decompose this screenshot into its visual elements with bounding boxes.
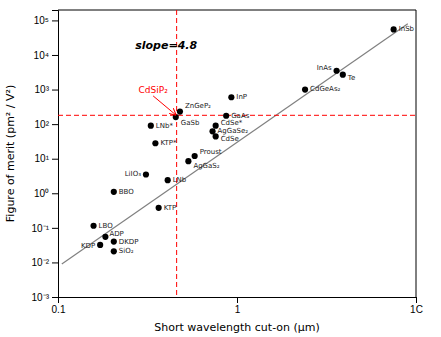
data-point — [185, 158, 191, 164]
data-point — [340, 72, 346, 78]
data-point — [302, 86, 308, 92]
y-tick-mark — [52, 262, 58, 263]
point-label: KTP* — [160, 139, 177, 147]
plot-frame — [58, 10, 416, 297]
x-tick-label: 1 — [235, 304, 241, 315]
y-tick: 10⁵ — [34, 15, 58, 26]
chart-container: 0.1 1 1C 10⁻³ 10⁻² 10⁻¹ 10⁰ 10¹ 10² 10³ 10⁴ 10⁵ InSb… — [0, 0, 441, 337]
y-axis-title: Figure of merit (pm² / V²) — [4, 85, 17, 222]
y-tick-mark — [52, 20, 58, 21]
y-tick-label: 10⁻¹ — [32, 223, 50, 234]
y-axis-line — [52, 11, 59, 298]
annotation-text: slope=4.8 — [135, 39, 197, 52]
point-label: AgGaS₂ — [193, 162, 219, 170]
point-label: SiO₂ — [119, 247, 134, 255]
y-tick-mark — [52, 193, 58, 194]
x-tick-label: 1C — [410, 304, 423, 315]
y-tick: 10⁻¹ — [32, 223, 58, 234]
data-point — [90, 223, 96, 229]
point-label: CdGeAs₂ — [310, 85, 340, 93]
y-tick-label: 10³ — [35, 84, 50, 95]
chart-svg: 0.1 1 1C 10⁻³ 10⁻² 10⁻¹ 10⁰ 10¹ 10² 10³ 10⁴ 10⁵ InSb… — [0, 0, 441, 337]
y-tick-label: 10⁵ — [34, 15, 49, 26]
data-point — [228, 94, 234, 100]
y-tick: 10³ — [35, 84, 58, 95]
y-tick: 10⁰ — [34, 188, 58, 199]
point-label: InSb — [399, 25, 415, 33]
y-tick-mark — [52, 90, 58, 91]
point-label: LNb* — [156, 122, 174, 130]
x-axis: 0.1 1 1C — [52, 297, 423, 315]
x-axis-line — [59, 298, 417, 304]
annotation-text: CdSiP₂ — [139, 85, 169, 95]
data-point — [111, 189, 117, 195]
marks — [58, 10, 416, 297]
point-label: KDP — [81, 242, 95, 250]
data-point — [111, 248, 117, 254]
data-point — [97, 242, 103, 248]
trend-line — [62, 24, 408, 264]
data-point — [192, 153, 198, 159]
data-point — [111, 239, 117, 245]
x-tick: 1 — [235, 297, 241, 315]
y-tick-label: 10⁻² — [32, 257, 50, 268]
plot-area: 0.1 1 1C 10⁻³ 10⁻² 10⁻¹ 10⁰ 10¹ 10² 10³ 10⁴ 10⁵ InSb… — [32, 10, 423, 315]
y-tick: 10⁻² — [32, 257, 58, 268]
y-tick-mark — [52, 159, 58, 160]
data-point — [333, 68, 339, 74]
data-point — [143, 171, 149, 177]
point-label: LiIO₃ — [125, 170, 141, 178]
frame-top — [58, 10, 416, 11]
data-point — [391, 26, 397, 32]
point-label: AgGaSe₂ — [218, 127, 249, 135]
point-label: Proust — [200, 148, 222, 156]
point-label: ZnGeP₂ — [185, 102, 211, 110]
x-axis-title: Short wavelength cut-on (μm) — [154, 321, 320, 334]
x-tick-mark — [416, 297, 417, 303]
y-tick: 10¹ — [35, 153, 58, 164]
point-label: InP — [236, 93, 247, 101]
point-label: DKDP — [119, 238, 139, 246]
point-label: BBO — [119, 188, 134, 196]
data-point — [102, 234, 108, 240]
data-point — [165, 177, 171, 183]
point-label: CdSe* — [221, 119, 243, 127]
y-tick-mark — [52, 124, 58, 125]
annotations: InSbInAsTeCdGeAs₂InPZnGeP₂GaSbGaAsLNb*Cd… — [81, 25, 415, 255]
data-point — [152, 140, 158, 146]
data-point — [156, 205, 162, 211]
annotation-arrow — [153, 96, 176, 115]
data-point — [209, 128, 215, 134]
x-tick: 0.1 — [52, 297, 66, 315]
y-tick-label: 10⁰ — [34, 188, 49, 199]
y-tick-label: 10⁴ — [34, 50, 49, 61]
point-label: LNb — [173, 176, 187, 184]
y-tick-label: 10⁻³ — [32, 292, 50, 303]
y-tick-mark — [52, 228, 58, 229]
x-tick-label: 0.1 — [52, 304, 66, 315]
point-label: Te — [347, 74, 355, 82]
y-tick: 10⁻³ — [32, 292, 58, 303]
point-label: GaSb — [181, 119, 200, 127]
y-tick: 10² — [35, 119, 58, 130]
y-tick-mark — [52, 297, 58, 298]
x-tick: 1C — [410, 297, 423, 315]
y-axis: 10⁻³ 10⁻² 10⁻¹ 10⁰ 10¹ 10² 10³ 10⁴ 10⁵ — [32, 11, 59, 303]
y-tick-label: 10² — [35, 119, 50, 130]
point-label: KTP — [164, 204, 177, 212]
point-label: InAs — [317, 64, 332, 72]
y-tick-label: 10¹ — [35, 153, 50, 164]
point-label: LBO — [99, 222, 114, 230]
data-point — [173, 114, 179, 120]
point-label: CdSe — [221, 135, 239, 143]
y-tick-mark — [52, 55, 58, 56]
x-tick-mark — [237, 297, 238, 303]
vertical-reference-line — [176, 10, 177, 297]
data-point — [148, 123, 154, 129]
y-tick: 10⁴ — [34, 50, 58, 61]
frame-right — [416, 10, 417, 297]
data-point — [177, 109, 183, 115]
